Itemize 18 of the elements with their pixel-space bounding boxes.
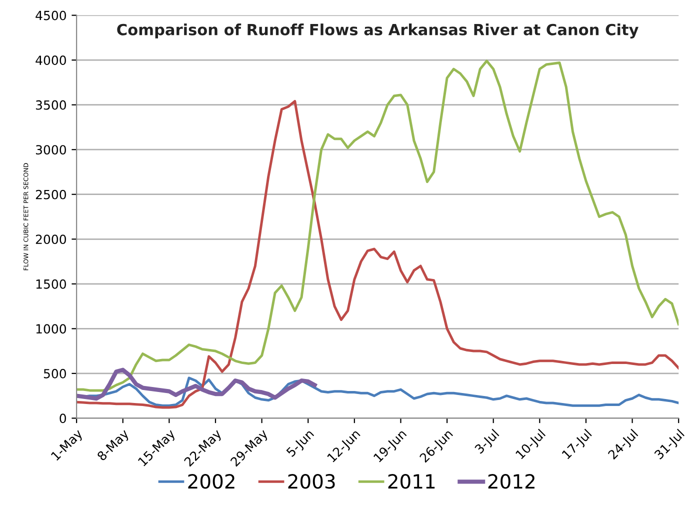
y-tick-label: 2500 — [36, 190, 66, 200]
text: Comparison of Runoff Flows as Arkansas River at Canon City — [117, 24, 638, 38]
y-tick-label: 500 — [44, 368, 66, 378]
y-tick-label: 1000 — [36, 324, 66, 334]
line-series — [76, 368, 317, 401]
y-tick-label: 2000 — [36, 234, 66, 244]
legend-label: 2003 — [288, 474, 335, 489]
legend-label: 2002 — [188, 474, 234, 489]
y-tick-label: 1500 — [36, 279, 66, 289]
y-tick-label: 3000 — [36, 145, 66, 155]
line-series — [76, 100, 679, 409]
y-tick-label: 4000 — [36, 56, 66, 65]
legend-label: 2012 — [488, 474, 534, 489]
y-tick-label: 0 — [60, 414, 66, 424]
legend-label: 2011 — [388, 474, 435, 489]
line-series — [76, 60, 679, 392]
y-tick-label: 3500 — [36, 100, 66, 110]
y-tick-label: 4500 — [36, 10, 66, 20]
